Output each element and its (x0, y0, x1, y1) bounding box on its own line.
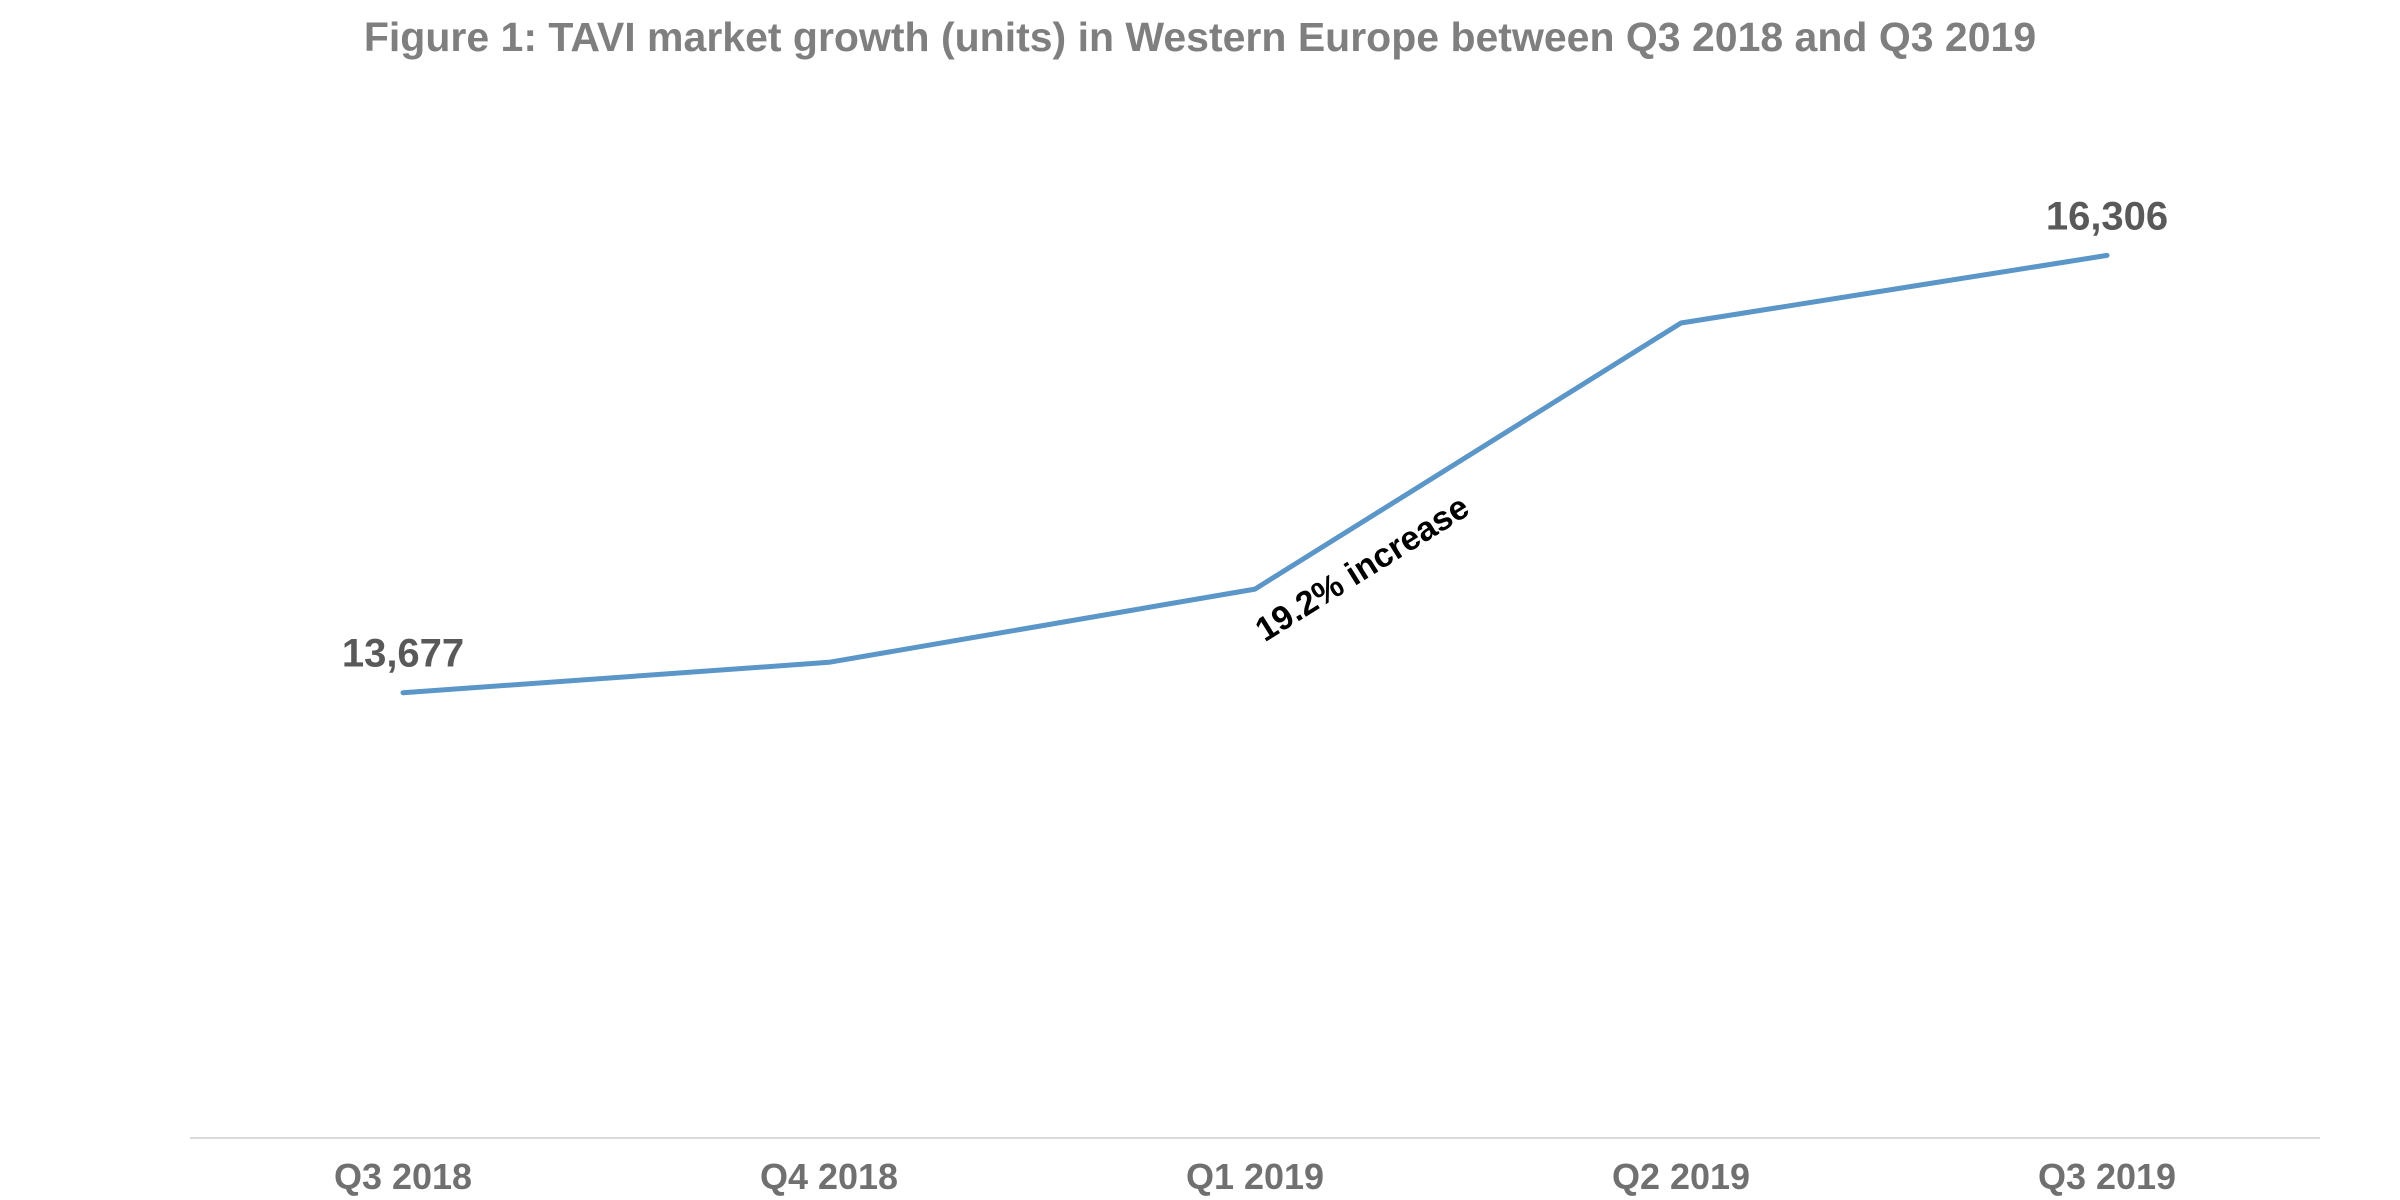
x-tick-label: Q2 2019 (1612, 1156, 1750, 1197)
series-line (400, 252, 2110, 696)
data-label: 13,677 (342, 632, 464, 676)
x-tick-label: Q3 2018 (334, 1156, 472, 1197)
growth-annotation: 19.2% increase (1249, 488, 1476, 649)
data-label: 16,306 (2046, 194, 2168, 238)
x-tick-label: Q4 2018 (760, 1156, 898, 1197)
x-tick-label: Q1 2019 (1186, 1156, 1324, 1197)
chart-title: Figure 1: TAVI market growth (units) in … (363, 14, 2037, 60)
x-tick-label: Q3 2019 (2038, 1156, 2176, 1197)
